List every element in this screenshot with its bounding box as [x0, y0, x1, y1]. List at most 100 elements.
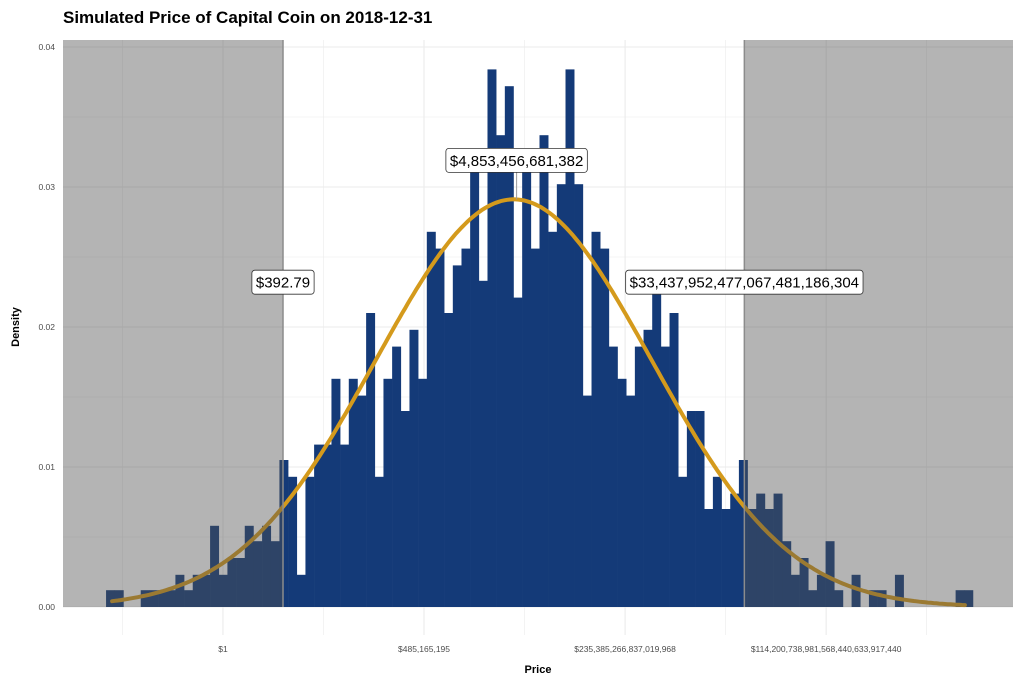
y-tick-label: 0.01 [38, 462, 55, 472]
histogram-bar [158, 590, 168, 607]
histogram-bar [556, 184, 566, 607]
shaded-tail-region [744, 40, 1013, 607]
annotation-box [251, 269, 315, 295]
x-axis-ticks: $1 $485,165,195 $235,385,266,837,019,968 $1… [218, 644, 902, 654]
histogram-bar [253, 541, 263, 607]
histogram-bar [747, 509, 757, 607]
histogram-bar [539, 135, 549, 607]
histogram-bar [617, 378, 627, 607]
histogram-bar [955, 590, 965, 607]
histogram-bar [461, 248, 471, 607]
y-tick-label: 0.04 [38, 42, 55, 52]
histogram-bar [643, 329, 653, 607]
histogram-bar [652, 280, 662, 607]
histogram-bar [340, 444, 350, 607]
histogram-bar [504, 86, 514, 607]
histogram-bar [634, 346, 644, 607]
histogram-bar [244, 525, 254, 607]
annotation-text: $33,437,952,477,067,481,186,304 [630, 275, 859, 292]
histogram-bar [799, 558, 809, 607]
histogram-bar [721, 509, 731, 607]
histogram-bar [877, 590, 887, 607]
chart-title: Simulated Price of Capital Coin on 2018-… [63, 8, 432, 27]
annotation-text: $4,853,456,681,382 [450, 153, 583, 170]
histogram-bar [149, 590, 159, 607]
histogram-bar [816, 574, 826, 607]
histogram-bar [348, 378, 358, 607]
annotation-text: $392.79 [256, 275, 310, 292]
histogram-bar [868, 590, 878, 607]
histogram-bar [418, 378, 428, 607]
annotation-box [625, 269, 864, 295]
histogram-bar [435, 248, 445, 607]
histogram-bar [296, 574, 306, 607]
histogram-bar [686, 411, 696, 607]
histogram-bar [227, 558, 237, 607]
histogram-bar [192, 574, 202, 607]
histogram-bar [738, 460, 748, 607]
histogram-bar [660, 346, 670, 607]
histogram-bar [166, 590, 176, 607]
x-tick-label: $114,200,738,981,568,440,633,917,440 [751, 644, 902, 654]
histogram-bar [478, 280, 488, 607]
histogram-bar [695, 411, 705, 607]
histogram-bar [262, 525, 272, 607]
y-axis-ticks: 0.00 0.01 0.02 0.03 0.04 [38, 42, 55, 612]
histogram-bar [894, 574, 904, 607]
histogram-bar [565, 69, 575, 607]
histogram-bars [106, 69, 974, 608]
normal-fit-curve [110, 197, 967, 608]
histogram-bar [808, 590, 818, 607]
shaded-tails [63, 40, 1013, 607]
histogram-bar [704, 509, 714, 607]
histogram-bar [400, 411, 410, 607]
y-tick-label: 0.02 [38, 322, 55, 332]
histogram-bar [305, 476, 315, 607]
histogram-bar [487, 69, 497, 607]
histogram-bar [218, 574, 228, 607]
histogram-bar [140, 590, 150, 607]
histogram-bar [314, 444, 324, 607]
x-tick-label: $235,385,266,837,019,968 [574, 644, 676, 654]
histogram-bar [964, 590, 974, 607]
histogram-bar [582, 395, 592, 607]
histogram-bar [288, 476, 298, 607]
histogram-bar [790, 574, 800, 607]
histogram-bar [591, 231, 601, 608]
histogram-bar [270, 541, 280, 607]
histogram-bar [712, 476, 722, 607]
histogram-bar [782, 541, 792, 607]
histogram-bar [444, 313, 454, 607]
histogram-bar [383, 378, 393, 607]
histogram-bar [834, 590, 844, 607]
annotations: $392.79 $4,853,456,681,382 $33,437,952,477… [251, 40, 864, 607]
median-annotation-label: $4,853,456,681,382 [445, 147, 588, 173]
histogram-bar [851, 574, 861, 607]
lower-annotation-label: $392.79 [251, 269, 315, 295]
histogram-bar [669, 313, 679, 607]
histogram-bar [756, 493, 766, 607]
upper-annotation-label: $33,437,952,477,067,481,186,304 [625, 269, 864, 295]
y-axis-title: Density [10, 306, 22, 347]
histogram-bar [357, 395, 367, 607]
histogram-bar [764, 509, 774, 607]
histogram-bar [530, 248, 540, 607]
x-tick-label: $1 [218, 644, 228, 654]
histogram-bar [184, 590, 194, 607]
histogram-bar [773, 493, 783, 607]
histogram-bar [825, 541, 835, 607]
shaded-tail-region [63, 40, 283, 607]
histogram-bar [548, 231, 558, 608]
histogram-bar [322, 444, 332, 607]
histogram-bar [626, 395, 636, 607]
x-tick-label: $485,165,195 [398, 644, 450, 654]
histogram-bar [175, 574, 185, 607]
annotation-box [445, 147, 588, 173]
histogram-bar [452, 265, 462, 607]
histogram-bar [426, 231, 436, 608]
histogram-bar [600, 248, 610, 607]
histogram-bar [496, 135, 506, 607]
histogram-bar [236, 558, 246, 607]
histogram-bar [574, 184, 584, 607]
